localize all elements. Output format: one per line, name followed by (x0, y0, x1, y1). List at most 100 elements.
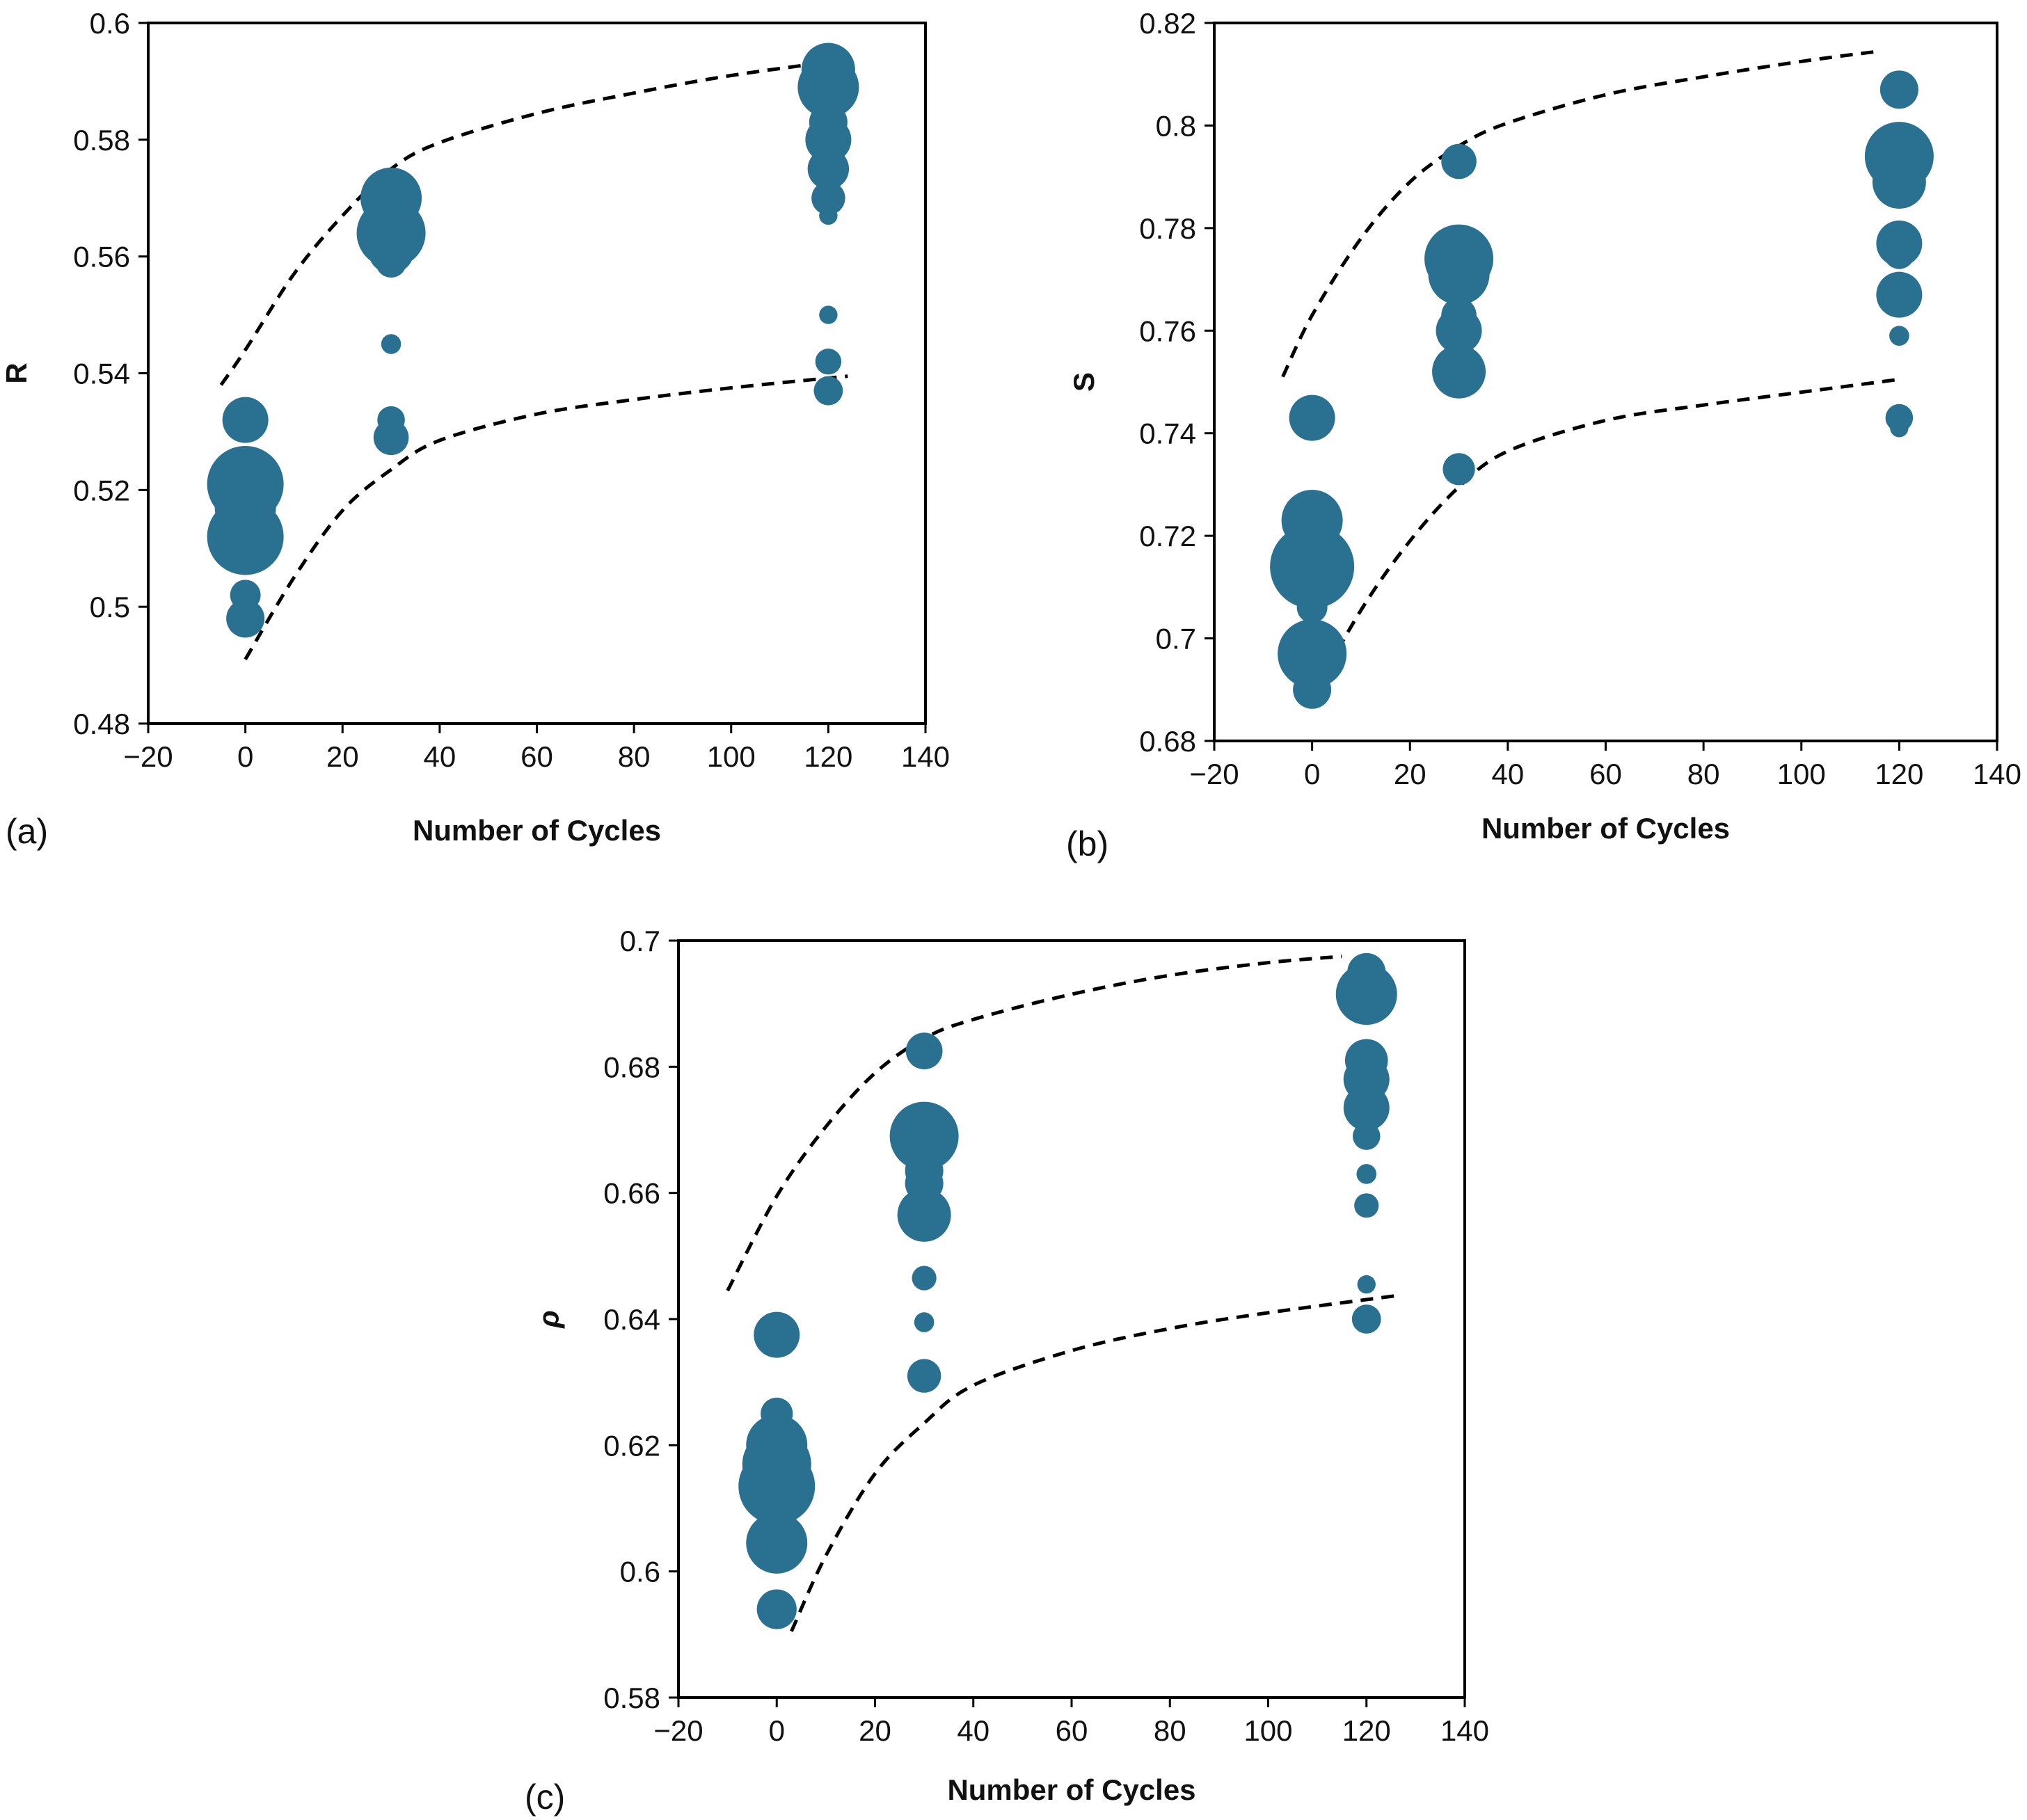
data-point (1876, 271, 1923, 318)
data-point (807, 148, 850, 190)
band-upper-line (726, 955, 1342, 1292)
data-point (897, 1188, 951, 1242)
y-tick-label: 0.48 (73, 708, 130, 740)
data-point (889, 1101, 959, 1171)
x-tick-label: 140 (1973, 758, 2021, 790)
x-tick-label: 80 (618, 740, 651, 773)
panel-b: −20 0 20 40 60 80 100 120 140 0.68 0.7 0.72 0.74 0.76… (1066, 7, 2021, 863)
data-point (1884, 238, 1915, 269)
x-tick-label: 0 (237, 740, 253, 773)
x-tick-label: 60 (1056, 1714, 1088, 1747)
y-tick-label: 0.58 (603, 1682, 660, 1714)
data-point (1352, 1122, 1381, 1150)
data-point (914, 1312, 935, 1332)
x-tick-label: 20 (1394, 758, 1426, 790)
data-point (1293, 670, 1332, 709)
y-axis-label: R (0, 362, 33, 383)
y-tick-label: 0.7 (620, 925, 660, 957)
data-point (1356, 1164, 1377, 1184)
y-tick-label: 0.62 (603, 1429, 660, 1462)
data-point (376, 247, 407, 278)
x-tick-label: 140 (901, 740, 950, 773)
y-tick-label: 0.78 (1139, 212, 1196, 245)
x-tick-label: 0 (1304, 758, 1320, 790)
y-axis-label: ρ (532, 1310, 565, 1328)
y-tick-label: 0.7 (1156, 623, 1196, 655)
data-point (1872, 155, 1926, 209)
x-tick-label: 100 (1243, 1714, 1292, 1747)
data-point (1270, 524, 1355, 609)
x-tick-label: −20 (653, 1714, 703, 1747)
data-point (819, 305, 838, 324)
x-tick-label: 80 (1154, 1714, 1186, 1747)
data-point (373, 420, 409, 456)
x-tick-label: 20 (859, 1714, 891, 1747)
data-point (1278, 619, 1347, 689)
x-axis-label: Number of Cycles (1481, 812, 1730, 845)
x-tick-label: 40 (424, 740, 456, 773)
data-point (1890, 419, 1909, 438)
y-tick-label: 0.6 (90, 7, 130, 40)
y-tick-label: 0.8 (1156, 109, 1196, 142)
x-tick-label: −20 (123, 740, 173, 773)
x-tick-label: 20 (326, 740, 359, 773)
data-point (226, 599, 265, 638)
data-point (1335, 964, 1397, 1025)
y-axis-label: S (1067, 372, 1100, 392)
x-tick-label: 120 (804, 740, 852, 773)
y-tick-label: 0.82 (1139, 7, 1196, 40)
x-tick-label: −20 (1189, 758, 1239, 790)
data-point (756, 1589, 797, 1629)
data-point (1354, 1193, 1379, 1218)
band-lower-line (1305, 377, 1900, 706)
y-tick-label: 0.58 (73, 124, 130, 157)
data-point (907, 1359, 941, 1393)
panel-label: (b) (1066, 824, 1108, 863)
data-point (1889, 326, 1909, 346)
data-point (1357, 1275, 1376, 1294)
x-tick-label: 60 (1589, 758, 1622, 790)
data-point (1343, 1085, 1390, 1131)
band-upper-line (219, 59, 838, 386)
y-tick-label: 0.68 (1139, 725, 1196, 758)
x-tick-label: 60 (520, 740, 553, 773)
y-tick-label: 0.74 (1139, 417, 1196, 450)
band-lower-line (790, 1293, 1401, 1632)
x-tick-label: 80 (1687, 758, 1720, 790)
data-point (1432, 344, 1486, 399)
y-tick-label: 0.54 (73, 358, 130, 390)
data-point (819, 206, 838, 225)
y-tick-label: 0.76 (1139, 314, 1196, 347)
x-tick-label: 120 (1342, 1714, 1391, 1747)
data-point (381, 334, 402, 354)
data-point (1296, 592, 1328, 623)
data-point (1436, 308, 1482, 354)
x-tick-label: 140 (1440, 1714, 1489, 1747)
x-tick-label: 40 (957, 1714, 989, 1747)
x-tick-label: 0 (769, 1714, 785, 1747)
data-point (813, 376, 843, 406)
band-lower-line (244, 374, 848, 660)
data-point (912, 1266, 937, 1291)
y-tick-label: 0.68 (603, 1051, 660, 1083)
panel-a: −20 0 20 40 60 80 100 120 140 0.48 0.5 0.52 0.54 0.56… (0, 7, 950, 851)
x-tick-label: 100 (707, 740, 756, 773)
data-point (230, 399, 261, 430)
x-axis-label: Number of Cycles (947, 1773, 1195, 1806)
data-point (805, 116, 852, 163)
y-tick-label: 0.66 (603, 1177, 660, 1210)
y-tick-label: 0.6 (620, 1556, 660, 1588)
data-point (738, 1448, 816, 1525)
x-tick-label: 120 (1875, 758, 1923, 790)
data-point (815, 349, 842, 375)
y-tick-label: 0.64 (603, 1303, 660, 1336)
data-point (1879, 70, 1918, 109)
y-tick-label: 0.56 (73, 241, 130, 273)
data-point (811, 181, 845, 215)
x-tick-label: 40 (1492, 758, 1525, 790)
data-point (754, 1311, 800, 1358)
data-point (207, 498, 284, 575)
x-axis-label: Number of Cycles (413, 814, 661, 847)
data-point (746, 1512, 808, 1574)
